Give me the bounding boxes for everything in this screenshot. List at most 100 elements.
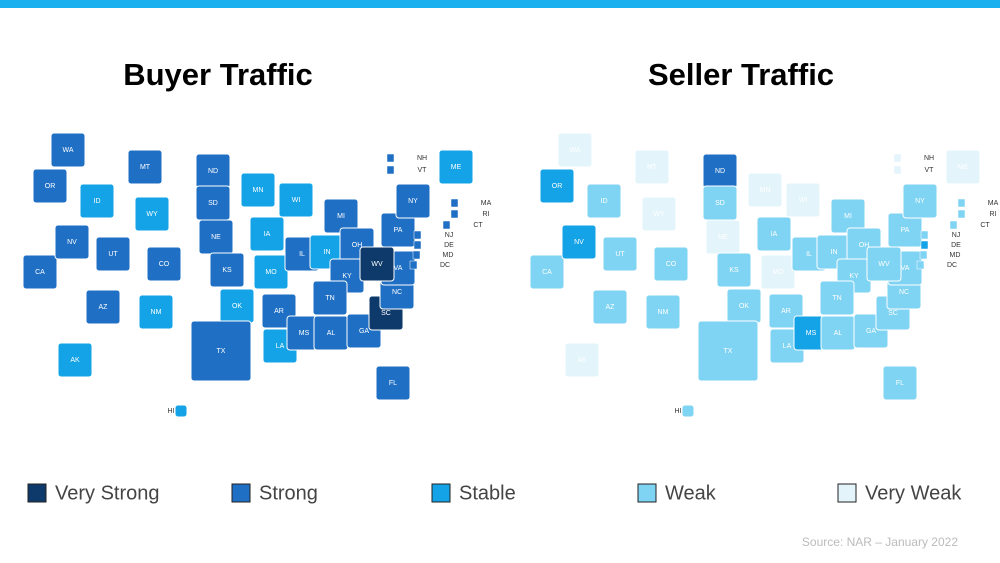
state-label: PA bbox=[394, 227, 403, 234]
state bbox=[146, 246, 182, 282]
state bbox=[50, 132, 86, 168]
state bbox=[134, 196, 170, 232]
state bbox=[79, 183, 115, 219]
state-label: DC bbox=[947, 262, 957, 269]
state bbox=[127, 149, 163, 185]
state-label: MT bbox=[140, 164, 151, 171]
state bbox=[645, 294, 681, 330]
state-label: WI bbox=[799, 197, 808, 204]
state bbox=[95, 236, 131, 272]
state-label: MS bbox=[299, 330, 310, 337]
state-label: MI bbox=[844, 213, 852, 220]
state-label: WV bbox=[371, 261, 383, 268]
state-label: MN bbox=[253, 187, 264, 194]
legend-swatch bbox=[231, 483, 251, 503]
state-label: CT bbox=[473, 222, 483, 229]
state-label: ME bbox=[958, 164, 969, 171]
state bbox=[697, 320, 759, 382]
state bbox=[209, 252, 245, 288]
state-label: VA bbox=[901, 265, 910, 272]
state-label: UT bbox=[615, 251, 625, 258]
state-label: NC bbox=[899, 289, 909, 296]
state bbox=[747, 172, 783, 208]
state bbox=[539, 168, 575, 204]
state bbox=[85, 289, 121, 325]
state bbox=[395, 183, 431, 219]
state-label: RI bbox=[483, 211, 490, 218]
state bbox=[359, 246, 395, 282]
state bbox=[919, 250, 928, 260]
state bbox=[386, 153, 395, 163]
state-label: OR bbox=[45, 183, 56, 190]
state-label: GA bbox=[359, 328, 369, 335]
state bbox=[138, 294, 174, 330]
state-label: ND bbox=[208, 168, 218, 175]
state-label: OH bbox=[859, 242, 870, 249]
state bbox=[920, 230, 929, 240]
state-label: NH bbox=[417, 155, 427, 162]
state-label: AL bbox=[834, 330, 843, 337]
state-label: WA bbox=[62, 147, 73, 154]
state-label: IA bbox=[264, 231, 271, 238]
state-label: OR bbox=[552, 183, 563, 190]
legend-swatch bbox=[837, 483, 857, 503]
state bbox=[893, 165, 902, 175]
state-label: IL bbox=[806, 251, 812, 258]
map-title: Buyer Traffic bbox=[123, 57, 313, 92]
state-label: SD bbox=[715, 200, 725, 207]
state bbox=[920, 240, 929, 250]
state-label: VA bbox=[394, 265, 403, 272]
state-label: SC bbox=[381, 310, 391, 317]
state bbox=[54, 224, 90, 260]
state-label: HI bbox=[675, 408, 682, 415]
map-title: Seller Traffic bbox=[648, 57, 834, 92]
state-label: AK bbox=[70, 357, 80, 364]
state-label: NM bbox=[151, 309, 162, 316]
state-label: SD bbox=[208, 200, 218, 207]
state bbox=[240, 172, 276, 208]
state bbox=[957, 198, 966, 208]
state bbox=[957, 209, 966, 219]
state bbox=[561, 224, 597, 260]
state-label: GA bbox=[866, 328, 876, 335]
state bbox=[438, 149, 474, 185]
state-label: ID bbox=[94, 198, 101, 205]
source: Source: NAR – January 2022 bbox=[802, 535, 958, 549]
state-label: MO bbox=[265, 269, 277, 276]
state-label: VT bbox=[925, 167, 935, 174]
state-label: NV bbox=[67, 239, 77, 246]
state-label: AL bbox=[327, 330, 336, 337]
state-label: LA bbox=[783, 343, 792, 350]
state bbox=[949, 220, 958, 230]
state-label: PA bbox=[901, 227, 910, 234]
state-label: MI bbox=[337, 213, 345, 220]
state bbox=[386, 165, 395, 175]
state-label: MA bbox=[988, 200, 999, 207]
state bbox=[190, 320, 252, 382]
state bbox=[174, 404, 188, 418]
state-label: KS bbox=[222, 267, 232, 274]
state-label: UT bbox=[108, 251, 118, 258]
state bbox=[32, 168, 68, 204]
state-label: CA bbox=[35, 269, 45, 276]
state-label: MS bbox=[806, 330, 817, 337]
state-label: OK bbox=[739, 303, 749, 310]
state bbox=[557, 132, 593, 168]
state bbox=[409, 260, 418, 270]
state bbox=[945, 149, 981, 185]
state bbox=[375, 365, 411, 401]
state-label: NY bbox=[915, 198, 925, 205]
state-label: AZ bbox=[606, 304, 616, 311]
legend-swatch bbox=[431, 483, 451, 503]
state-label: NC bbox=[392, 289, 402, 296]
state bbox=[278, 182, 314, 218]
state-label: TN bbox=[832, 295, 841, 302]
state bbox=[253, 254, 289, 290]
state-label: KY bbox=[849, 273, 859, 280]
state-label: KY bbox=[342, 273, 352, 280]
state bbox=[882, 365, 918, 401]
state-label: TX bbox=[724, 348, 733, 355]
state-label: HI bbox=[168, 408, 175, 415]
state-label: WY bbox=[146, 211, 158, 218]
